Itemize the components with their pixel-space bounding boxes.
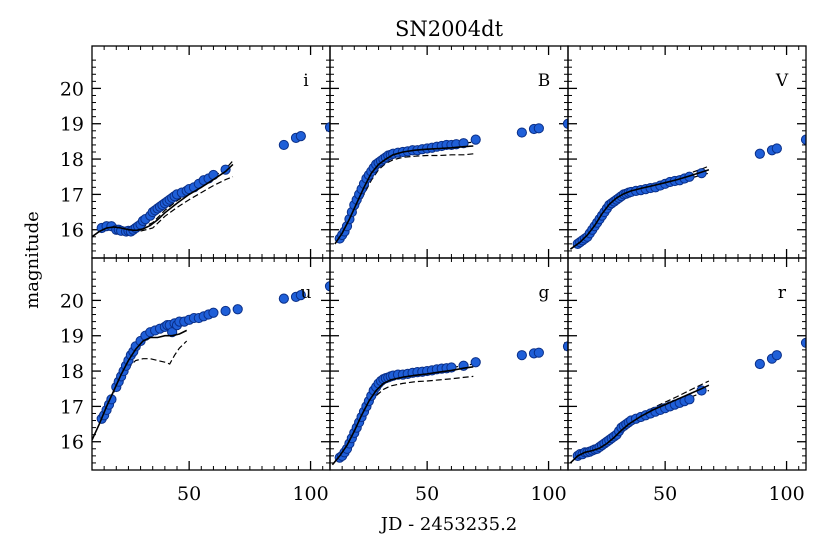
data-point	[232, 304, 243, 315]
y-tick-label: 19	[60, 114, 84, 136]
band-label: u	[301, 283, 312, 303]
y-tick-label: 19	[60, 326, 84, 348]
data-point	[516, 350, 527, 361]
panel-u: 50 100 16 17 18 19 20 u	[60, 257, 331, 505]
model-line	[569, 168, 710, 250]
data-point	[278, 139, 289, 151]
panel-V: V	[567, 45, 807, 259]
data-point	[754, 358, 765, 370]
model-line	[92, 329, 188, 441]
data-point	[470, 134, 481, 145]
y-tick-label: 18	[60, 361, 84, 383]
data-point	[754, 148, 765, 159]
panel-r: 50 100 r	[567, 257, 807, 505]
model-line	[331, 366, 474, 466]
y-tick-label: 16	[60, 220, 84, 242]
model-line	[334, 145, 474, 245]
model-upper-line	[140, 176, 234, 232]
data-point	[470, 357, 481, 368]
data-point	[295, 131, 306, 142]
x-tick-label: 100	[768, 483, 804, 505]
band-label: g	[539, 283, 550, 303]
panel-plot-area	[331, 341, 568, 466]
data-point	[800, 134, 806, 145]
data-point	[800, 337, 806, 348]
panel-frame	[567, 257, 807, 471]
data-point	[771, 350, 782, 361]
band-label: V	[775, 71, 789, 91]
y-tick-label: 16	[60, 432, 84, 454]
x-tick-label: 50	[177, 483, 201, 505]
band-label: r	[778, 283, 787, 303]
panel-plot-area	[92, 281, 330, 441]
data-point	[516, 127, 527, 138]
model-line	[92, 163, 234, 238]
panel-g: 50 100 g	[329, 257, 569, 505]
panel-i: 16 17 18 19 20 i	[60, 45, 331, 259]
y-tick-label: 17	[60, 396, 84, 418]
panel-plot-area	[569, 134, 806, 250]
data-point	[562, 341, 568, 352]
data-point	[533, 123, 544, 134]
panel-plot-area	[569, 337, 806, 464]
data-point	[220, 305, 231, 317]
data-point	[533, 347, 544, 358]
panel-plot-area	[92, 122, 330, 238]
panel-frame	[329, 45, 569, 259]
band-label: i	[303, 71, 309, 91]
x-tick-label: 50	[653, 483, 677, 505]
y-tick-label: 18	[60, 149, 84, 171]
model-upper-line	[113, 340, 188, 393]
data-point	[278, 293, 289, 304]
y-axis-label: magnitude	[22, 211, 43, 309]
model-upper-line	[348, 153, 474, 223]
y-tick-label: 20	[60, 78, 84, 100]
band-label: B	[538, 71, 551, 91]
chart-title: SN2004dt	[395, 17, 504, 41]
x-tick-label: 100	[530, 483, 566, 505]
data-point	[458, 138, 469, 149]
y-tick-label: 17	[60, 184, 84, 206]
data-point	[771, 143, 782, 154]
x-tick-label: 100	[292, 483, 328, 505]
panel-plot-area	[334, 118, 568, 245]
x-axis-label: JD - 2453235.2	[379, 514, 518, 535]
panels-layer: 16 17 18 19 20 i B V 50 100 16 17 18 19 20 u 50 100 g 50 100…	[60, 45, 807, 505]
panel-B: B	[329, 45, 569, 259]
data-point	[295, 290, 306, 301]
data-point	[562, 118, 568, 129]
y-tick-label: 20	[60, 290, 84, 312]
model-line	[569, 384, 710, 464]
data-point	[208, 307, 219, 318]
data-point	[220, 164, 231, 175]
x-tick-label: 50	[415, 483, 439, 505]
